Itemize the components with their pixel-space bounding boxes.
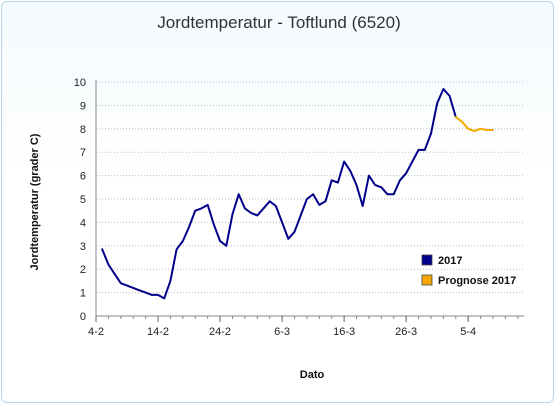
legend: 2017 Prognose 2017 [421,254,516,287]
y-tick-label-0: 0 [80,311,86,323]
x-tick-label-4: 16-3 [333,326,355,338]
legend-label-0: 2017 [438,255,462,267]
y-tick-label-4: 4 [80,217,86,229]
series-line-1 [454,116,494,133]
x-tick-label-3: 6-3 [274,326,290,338]
data-series [101,88,494,300]
legend-swatch-1 [421,274,433,286]
x-tick-label-5: 26-3 [395,326,417,338]
y-tick-label-7: 7 [80,147,86,159]
x-axis-title: Dato [300,369,325,381]
y-tick-label-1: 1 [80,288,86,300]
grid-lines [96,81,524,294]
y-tick-label-10: 10 [74,77,86,89]
x-tick-label-1: 14-2 [147,326,169,338]
x-tick-label-2: 24-2 [209,326,231,338]
series-line-0 [101,88,457,300]
legend-label-1: Prognose 2017 [438,275,516,287]
y-tick-label-9: 9 [80,100,86,112]
axes: 0 1 2 3 4 5 6 7 8 9 10 4-2 14-2 24-2 6-3 16-3 26-3 5-4 [74,77,524,338]
y-tick-label-3: 3 [80,241,86,253]
y-tick-label-8: 8 [80,124,86,136]
x-tick-label-0: 4-2 [88,326,104,338]
y-tick-label-5: 5 [80,194,86,206]
chart-title: Jordtemperatur - Toftlund (6520) [157,13,400,32]
y-axis-title: Jordtemperatur (grader C) [29,133,41,270]
legend-swatch-0 [421,254,433,266]
y-tick-label-2: 2 [80,264,86,276]
y-tick-label-6: 6 [80,171,86,183]
x-tick-label-6: 5-4 [460,326,476,338]
